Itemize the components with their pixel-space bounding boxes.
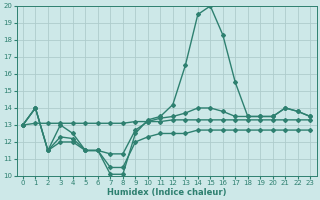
X-axis label: Humidex (Indice chaleur): Humidex (Indice chaleur) xyxy=(107,188,226,197)
